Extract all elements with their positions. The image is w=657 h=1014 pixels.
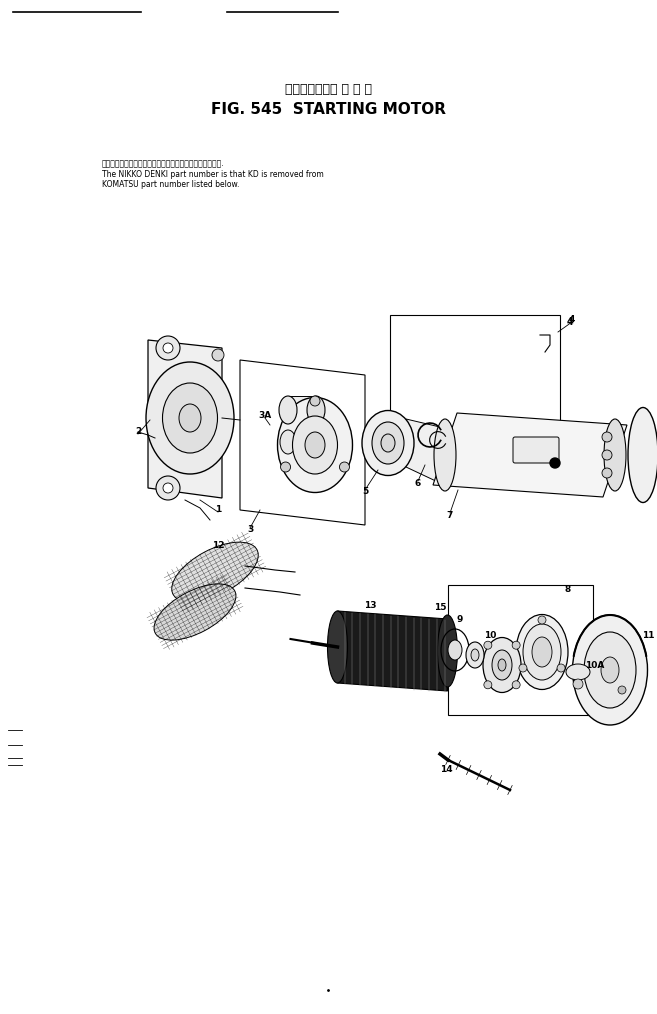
Text: スターティング モ ー タ: スターティング モ ー タ	[285, 83, 372, 95]
Circle shape	[340, 462, 350, 472]
Bar	[390, 315, 560, 460]
Ellipse shape	[492, 650, 512, 680]
Ellipse shape	[179, 404, 201, 432]
Text: 14: 14	[440, 766, 452, 775]
Circle shape	[519, 664, 527, 672]
Circle shape	[618, 686, 626, 694]
Polygon shape	[148, 340, 222, 498]
Ellipse shape	[628, 408, 657, 503]
Circle shape	[310, 396, 320, 406]
Ellipse shape	[280, 430, 296, 454]
Text: 7: 7	[447, 510, 453, 519]
Ellipse shape	[362, 411, 414, 476]
Ellipse shape	[163, 483, 173, 493]
Ellipse shape	[372, 422, 404, 464]
Text: 品番のメーカ記号ＫＤを除いたものが日炅電機の品番です.: 品番のメーカ記号ＫＤを除いたものが日炅電機の品番です.	[102, 160, 225, 168]
Text: 10A: 10A	[585, 660, 604, 669]
Circle shape	[156, 336, 180, 360]
Ellipse shape	[483, 638, 521, 693]
Text: 4: 4	[569, 315, 575, 324]
Text: 8: 8	[565, 585, 571, 594]
Polygon shape	[338, 611, 447, 691]
Circle shape	[557, 664, 565, 672]
Circle shape	[538, 615, 546, 624]
Ellipse shape	[163, 343, 173, 353]
Text: 5: 5	[362, 488, 368, 497]
Ellipse shape	[162, 383, 217, 453]
Text: 3: 3	[247, 525, 253, 534]
Bar	[448, 585, 593, 715]
Circle shape	[156, 476, 180, 500]
Text: 4: 4	[566, 317, 574, 327]
Ellipse shape	[584, 632, 636, 708]
Text: The NIKKO DENKI part number is that KD is removed from: The NIKKO DENKI part number is that KD i…	[102, 170, 324, 178]
Ellipse shape	[471, 649, 479, 661]
Ellipse shape	[307, 396, 325, 424]
Text: 6: 6	[415, 479, 421, 488]
Ellipse shape	[523, 624, 561, 680]
Ellipse shape	[327, 611, 348, 683]
Circle shape	[512, 680, 520, 689]
Circle shape	[602, 432, 612, 442]
Circle shape	[212, 349, 224, 361]
Ellipse shape	[532, 637, 552, 667]
Circle shape	[602, 468, 612, 478]
Circle shape	[573, 679, 583, 689]
Polygon shape	[433, 413, 627, 497]
Text: 2: 2	[135, 428, 141, 436]
Ellipse shape	[498, 659, 506, 671]
Circle shape	[602, 450, 612, 460]
Circle shape	[484, 641, 492, 649]
Ellipse shape	[466, 642, 484, 668]
Text: 11: 11	[642, 631, 654, 640]
Text: 10: 10	[484, 631, 496, 640]
Text: 3A: 3A	[258, 411, 271, 420]
Text: 13: 13	[364, 600, 376, 609]
Text: 1: 1	[215, 506, 221, 514]
FancyBboxPatch shape	[513, 437, 559, 463]
Ellipse shape	[279, 396, 297, 424]
Ellipse shape	[438, 615, 457, 687]
Polygon shape	[288, 396, 316, 424]
Ellipse shape	[516, 614, 568, 690]
Text: 9: 9	[457, 615, 463, 625]
Text: KOMATSU part number listed below.: KOMATSU part number listed below.	[102, 180, 239, 189]
Ellipse shape	[601, 657, 619, 683]
Polygon shape	[406, 419, 440, 483]
Polygon shape	[288, 430, 312, 454]
Ellipse shape	[305, 432, 325, 458]
Circle shape	[512, 641, 520, 649]
Ellipse shape	[448, 640, 462, 660]
Ellipse shape	[604, 419, 626, 491]
Ellipse shape	[171, 542, 258, 602]
Ellipse shape	[566, 664, 590, 680]
Text: FIG. 545  STARTING MOTOR: FIG. 545 STARTING MOTOR	[211, 102, 446, 117]
Ellipse shape	[277, 397, 353, 493]
Circle shape	[484, 680, 492, 689]
Ellipse shape	[381, 434, 395, 452]
Text: 12: 12	[212, 540, 224, 550]
Ellipse shape	[572, 615, 648, 725]
Ellipse shape	[292, 416, 338, 474]
Ellipse shape	[154, 584, 236, 640]
Ellipse shape	[434, 419, 456, 491]
Circle shape	[281, 462, 290, 472]
Text: 15: 15	[434, 602, 446, 611]
Ellipse shape	[304, 430, 320, 454]
Circle shape	[550, 458, 560, 468]
Ellipse shape	[146, 362, 234, 474]
